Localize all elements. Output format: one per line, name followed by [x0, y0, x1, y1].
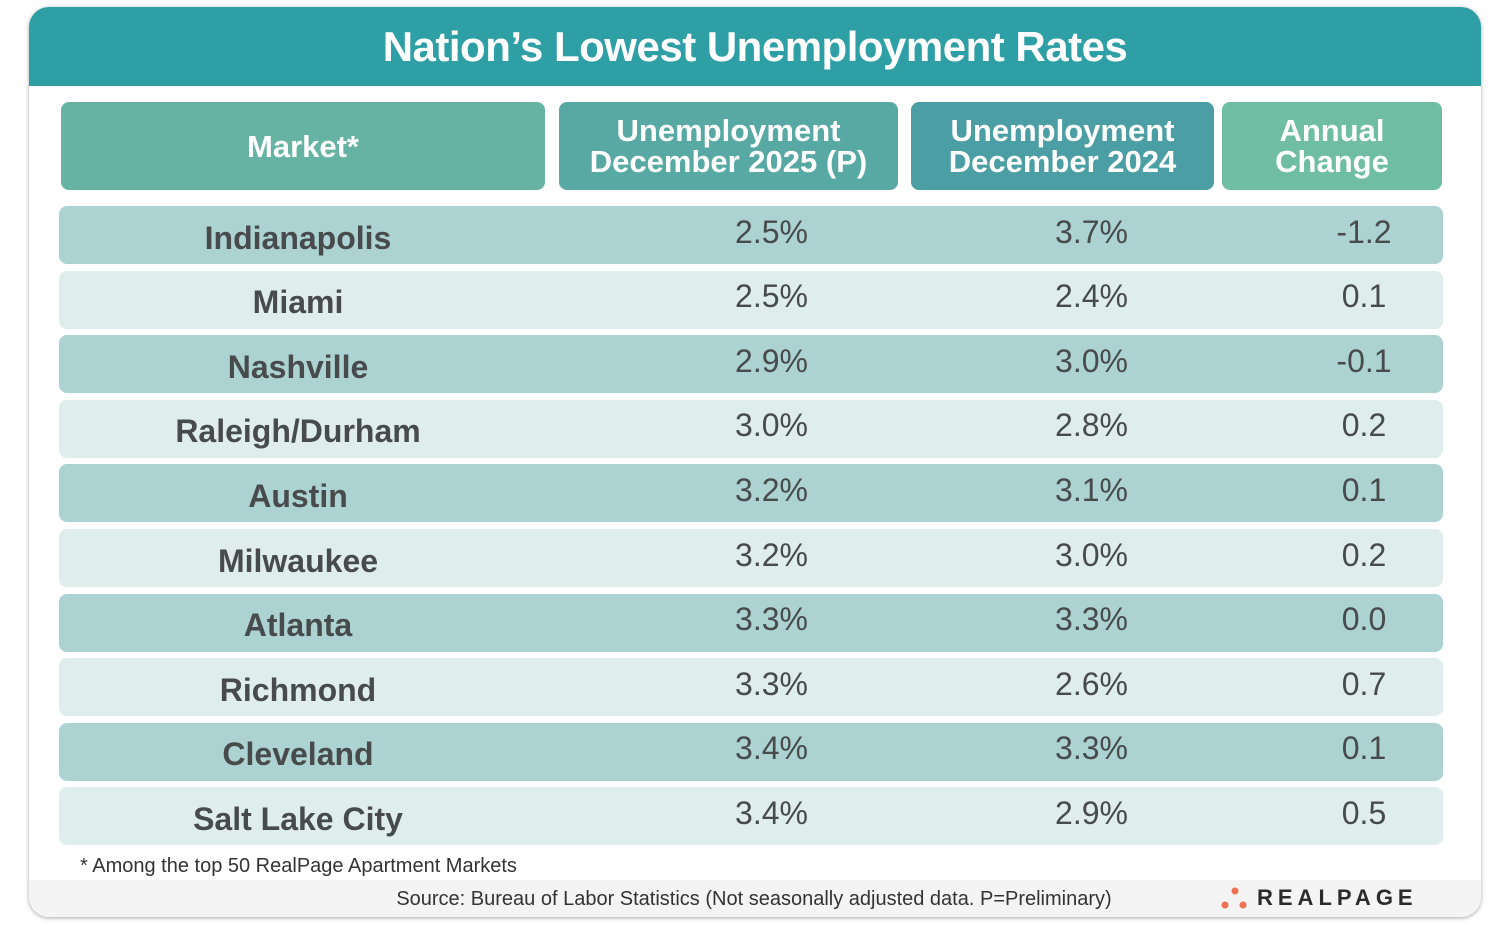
header-dec-2024: Unemployment December 2024 [911, 102, 1214, 190]
annual-change: 0.1 [1341, 730, 1387, 767]
table-row: Raleigh/Durham 3.0% 2.8% 0.2 [59, 399, 1443, 458]
header-line2: Change [1275, 144, 1389, 179]
table-row: Atlanta 3.3% 3.3% 0.0 [59, 593, 1443, 652]
footnote: * Among the top 50 RealPage Apartment Ma… [80, 855, 517, 877]
header-line2: December 2024 [948, 144, 1177, 179]
dec-2024-rate: 3.0% [1055, 342, 1128, 379]
market-name: Richmond [219, 671, 377, 708]
dec-2024-rate: 3.3% [1055, 730, 1128, 767]
dec-2025-rate: 2.5% [735, 278, 808, 315]
dec-2025-rate: 2.5% [735, 213, 808, 250]
three-dots-logo-icon [1221, 887, 1247, 909]
annual-change: 0.0 [1341, 601, 1387, 638]
table-row: Austin 3.2% 3.1% 0.1 [59, 464, 1443, 523]
infographic-card: Nation’s Lowest Unemployment Rates Marke… [29, 7, 1481, 917]
header-line2: December 2025 (P) [589, 144, 868, 179]
dec-2024-rate: 2.6% [1055, 665, 1128, 702]
market-name: Milwaukee [217, 542, 379, 579]
table-row: Milwaukee 3.2% 3.0% 0.2 [59, 529, 1443, 587]
table-row: Indianapolis 2.5% 3.7% -1.2 [59, 206, 1443, 264]
table-row: Richmond 3.3% 2.6% 0.7 [59, 658, 1443, 717]
dec-2025-rate: 3.4% [735, 794, 808, 831]
dec-2025-rate: 3.2% [735, 471, 808, 508]
market-name: Indianapolis [204, 219, 392, 256]
header-dec-2025: Unemployment December 2025 (P) [559, 102, 898, 190]
dec-2025-rate: 3.2% [735, 536, 808, 573]
dec-2024-rate: 2.4% [1055, 278, 1128, 315]
table-row: Salt Lake City 3.4% 2.9% 0.5 [59, 787, 1443, 846]
annual-change: 0.2 [1341, 407, 1387, 444]
market-name: Salt Lake City [193, 800, 403, 837]
dec-2025-rate: 3.3% [735, 601, 808, 638]
dec-2024-rate: 2.8% [1055, 407, 1128, 444]
source-note: Source: Bureau of Labor Statistics (Not … [396, 888, 1112, 910]
annual-change: -0.1 [1336, 342, 1392, 379]
logo-text: REALPAGE [1257, 885, 1418, 910]
header-market-label: Market* [247, 128, 359, 164]
header-annual-change: Annual Change [1222, 102, 1442, 190]
table-row: Cleveland 3.4% 3.3% 0.1 [59, 722, 1443, 781]
market-name: Nashville [227, 348, 369, 385]
dec-2025-rate: 2.9% [735, 342, 808, 379]
dec-2024-rate: 3.1% [1055, 471, 1128, 508]
market-name: Atlanta [243, 607, 353, 644]
header-line1: Unemployment [616, 113, 841, 148]
annual-change: 0.7 [1341, 665, 1387, 702]
table-row: Nashville 2.9% 3.0% -0.1 [59, 335, 1443, 394]
annual-change: 0.5 [1341, 794, 1387, 831]
dec-2024-rate: 3.7% [1055, 213, 1128, 250]
dec-2025-rate: 3.0% [735, 407, 808, 444]
dec-2025-rate: 3.3% [735, 665, 808, 702]
annual-change: 0.2 [1341, 536, 1387, 573]
market-name: Raleigh/Durham [175, 413, 421, 450]
table-row: Miami 2.5% 2.4% 0.1 [59, 270, 1443, 329]
market-name: Miami [252, 284, 344, 321]
chart-title: Nation’s Lowest Unemployment Rates [29, 7, 1481, 86]
annual-change: 0.1 [1341, 278, 1387, 315]
dec-2025-rate: 3.4% [735, 730, 808, 767]
realpage-logo: REALPAGE [1221, 885, 1418, 911]
header-line1: Unemployment [950, 113, 1175, 148]
dec-2024-rate: 2.9% [1055, 794, 1128, 831]
annual-change: -1.2 [1336, 213, 1392, 250]
annual-change: 0.1 [1341, 471, 1387, 508]
market-name: Austin [248, 477, 348, 514]
dec-2024-rate: 3.0% [1055, 536, 1128, 573]
header-line1: Annual [1279, 113, 1385, 148]
market-name: Cleveland [222, 736, 374, 773]
footer: Source: Bureau of Labor Statistics (Not … [29, 880, 1481, 917]
header-market: Market* [61, 102, 545, 190]
dec-2024-rate: 3.3% [1055, 601, 1128, 638]
